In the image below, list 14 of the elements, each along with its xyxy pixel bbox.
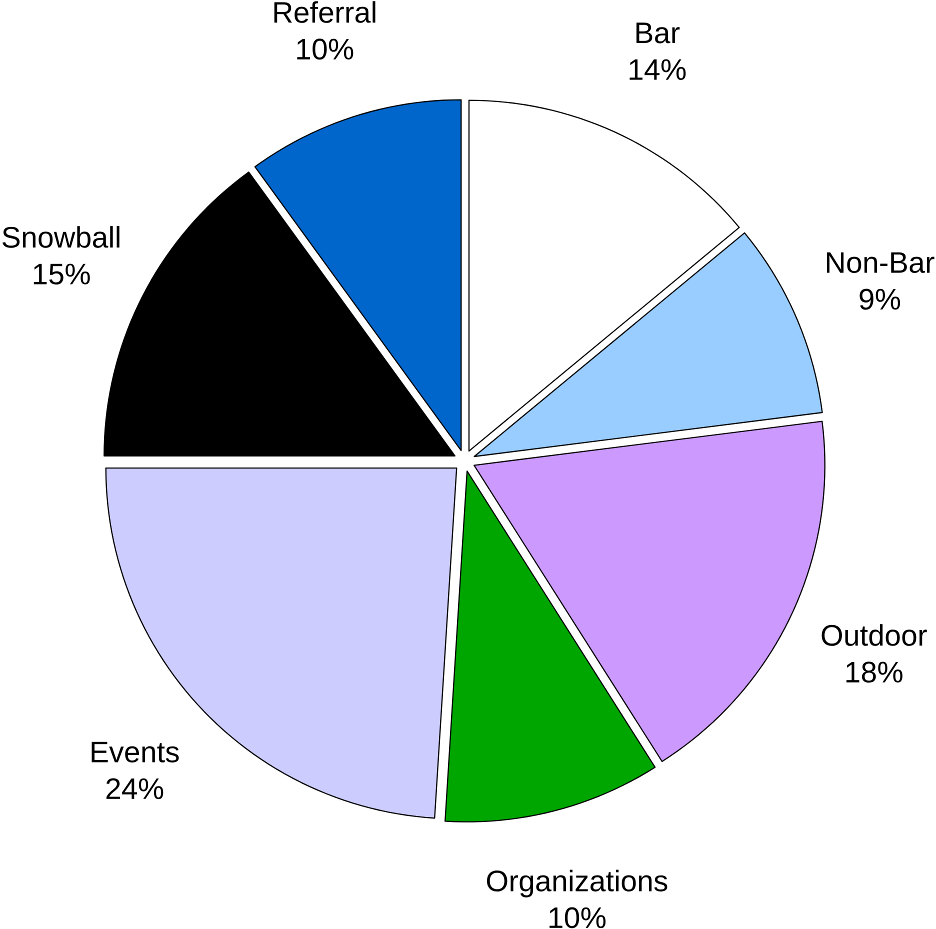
data-label: 14% bbox=[630, 59, 686, 80]
slice-label: Organizations bbox=[486, 870, 668, 898]
data-label: 10% bbox=[550, 907, 606, 928]
data-label: 24% bbox=[106, 778, 164, 799]
slice-label: Bar bbox=[636, 22, 680, 44]
slice-label: Snowball bbox=[2, 226, 120, 248]
data-label: 10% bbox=[297, 38, 354, 60]
data-label: 9% bbox=[860, 288, 900, 310]
slice-label: Outdoor bbox=[822, 624, 927, 646]
data-label: 15% bbox=[34, 264, 90, 284]
data-label: 18% bbox=[846, 661, 902, 682]
slice-label: Referral bbox=[274, 0, 376, 23]
slice-label: Events bbox=[92, 742, 179, 762]
slice-label: Non-Bar bbox=[826, 252, 934, 273]
